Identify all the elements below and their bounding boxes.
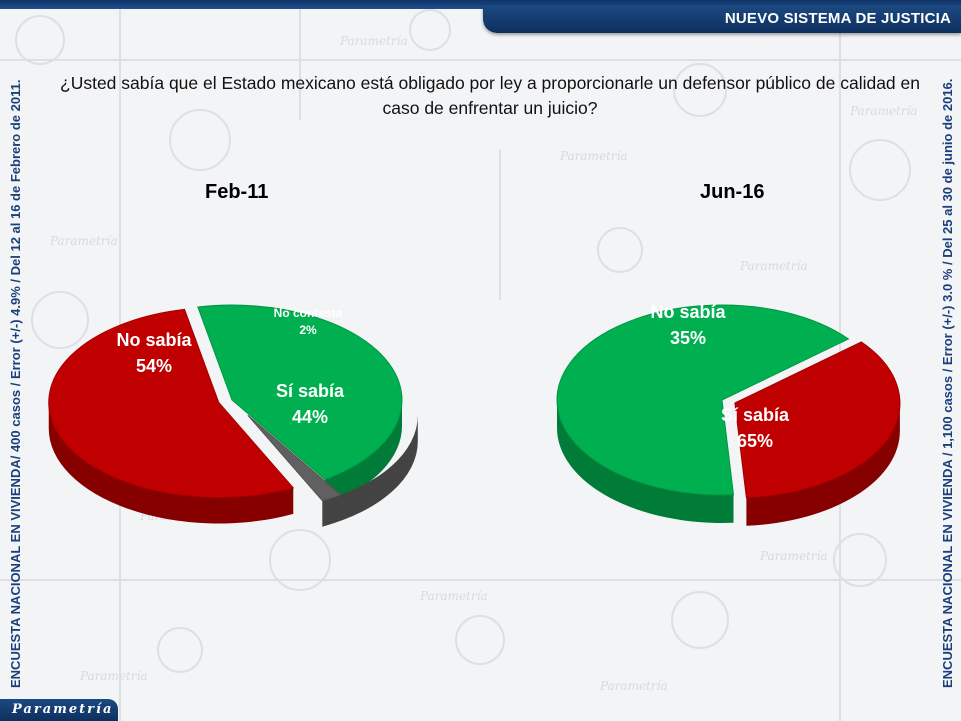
chart-title-jun16: Jun-16: [700, 181, 765, 203]
slice-side-no-sabia: [746, 403, 900, 526]
survey-question: ¿Usted sabía que el Estado mexicano está…: [60, 73, 920, 118]
slice-label-no-sabia: No sabía: [116, 330, 192, 350]
survey-note-left: ENCUESTA NACIONAL EN VIVIENDA/ 400 casos…: [8, 79, 23, 688]
slice-label-no-contesta: No contesta: [274, 306, 343, 320]
top-bar: [0, 0, 961, 9]
logo-text: Parametría: [12, 702, 114, 717]
svg-text:Parametría: Parametría: [759, 549, 828, 563]
svg-text:Parametría: Parametría: [739, 259, 808, 273]
slice-label-si-sabia: Sí sabía: [721, 405, 790, 425]
survey-note-right: ENCUESTA NACIONAL EN VIVIENDA / 1,100 ca…: [940, 78, 955, 688]
svg-text:Parametría: Parametría: [599, 679, 668, 693]
svg-text:Parametría: Parametría: [79, 669, 148, 683]
section-title: NUEVO SISTEMA DE JUSTICIA: [724, 10, 951, 27]
section-banner: NUEVO SISTEMA DE JUSTICIA: [483, 5, 961, 33]
slice-value-no-sabia: 54%: [136, 356, 172, 376]
slice-si-sabia: [556, 304, 850, 496]
pie-jun-16: No sabía 35% Sí sabía 65%: [556, 302, 901, 526]
slice-side-si-sabia: [325, 400, 402, 506]
slice-value-si-sabia: 65%: [737, 431, 773, 451]
slice-no-sabia: [48, 308, 295, 498]
slice-si-sabia: [197, 304, 403, 481]
svg-text:Parametría: Parametría: [559, 149, 628, 163]
slice-no-contesta: [247, 414, 342, 502]
slice-side-no-contesta: [322, 415, 418, 527]
chart-title-feb11: Feb-11: [205, 181, 269, 203]
svg-text:Parametría: Parametría: [849, 104, 918, 118]
svg-text:Parametría: Parametría: [49, 234, 118, 248]
slice-side-si-sabia: [556, 400, 734, 523]
slice-label-no-sabia: No sabía: [650, 302, 726, 322]
slice-side-no-sabia: [48, 402, 294, 524]
svg-text:Parametría: Parametría: [339, 34, 408, 48]
svg-text:Parametría: Parametría: [419, 589, 488, 603]
parametria-logo: Parametría: [0, 699, 118, 721]
pie-feb-11: No sabía 54% Sí sabía 44% No contesta 2%: [48, 304, 418, 527]
slice-no-sabia: [734, 341, 901, 499]
slice-value-no-contesta: 2%: [299, 323, 317, 337]
slice-label-si-sabia: Sí sabía: [276, 381, 345, 401]
slice-value-si-sabia: 44%: [292, 407, 328, 427]
slice-value-no-sabia: 35%: [670, 328, 706, 348]
